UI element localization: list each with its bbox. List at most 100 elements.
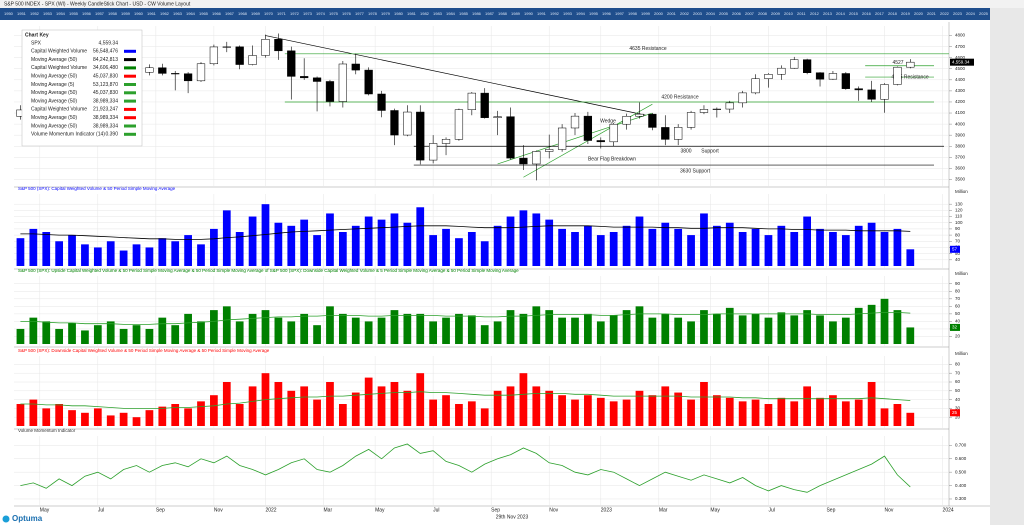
volume-bar <box>558 228 566 266</box>
x-tick-label: Jul <box>98 507 104 513</box>
volume-bar <box>248 216 257 266</box>
candle-body <box>171 73 180 75</box>
value-tag-label: 32 <box>952 325 958 330</box>
value-tag <box>950 245 960 253</box>
timeline-year: 1968 <box>238 11 248 16</box>
volume-bar <box>326 382 334 426</box>
timeline-year: 1993 <box>563 11 573 16</box>
volume-bar <box>841 401 850 426</box>
timeline-year: 2010 <box>784 11 794 16</box>
volume-bar <box>790 401 799 426</box>
volume-bar <box>403 390 412 426</box>
volume-bar <box>661 313 670 344</box>
volume-bar <box>571 399 579 426</box>
candle-body <box>841 73 850 89</box>
y-tick-label: 80 <box>955 232 961 237</box>
candle-body <box>454 109 464 140</box>
candle-body <box>403 111 412 136</box>
volume-bar <box>854 307 863 344</box>
volume-bar <box>738 232 747 266</box>
window-title: S&P 500 INDEX - SPX (WI) - Weekly Candle… <box>4 1 191 7</box>
volume-bar <box>429 321 438 344</box>
timeline-year: 1986 <box>472 11 482 16</box>
series-line <box>20 225 911 240</box>
volume-bar <box>519 373 528 426</box>
series-line <box>20 312 911 325</box>
annotation: Support <box>701 149 719 155</box>
volume-bar <box>29 317 38 344</box>
candle-body <box>325 81 335 102</box>
volume-bar <box>106 241 115 266</box>
volume-bar <box>867 382 876 426</box>
volume-bar <box>81 330 89 344</box>
y-tick-label: 4400 <box>955 77 966 82</box>
key-swatch <box>124 116 136 120</box>
volume-bar <box>854 225 863 266</box>
volume-bar <box>506 386 515 426</box>
y-tick-label: 40 <box>955 257 961 262</box>
candle-body <box>751 78 760 94</box>
candle-body <box>235 46 244 65</box>
y-tick-label: 3900 <box>955 132 966 137</box>
timeline-year: 2021 <box>927 11 937 16</box>
candle-body <box>854 88 863 91</box>
volume-bar <box>467 232 476 266</box>
y-tick-label: 50 <box>955 388 961 393</box>
price-tag <box>950 58 974 66</box>
timeline-strip <box>0 8 990 20</box>
timeline-year: 1974 <box>316 11 326 16</box>
timeline-year: 2024 <box>966 11 976 16</box>
volume-bar <box>106 321 115 344</box>
footer-date: 29th Nov 2023 <box>496 514 529 520</box>
volume-bar <box>558 395 566 426</box>
timeline-year: 2016 <box>862 11 872 16</box>
volume-bar <box>287 225 296 266</box>
volume-bar <box>622 399 631 426</box>
y-tick-label: 3600 <box>955 166 966 171</box>
candle-body <box>777 67 786 75</box>
volume-bar <box>532 306 541 344</box>
key-value: 4,559.34 <box>99 40 119 46</box>
candle-body <box>648 113 657 128</box>
timeline-year: 2017 <box>875 11 885 16</box>
volume-bar <box>184 313 192 344</box>
volume-bar <box>171 241 180 266</box>
candle-body <box>519 157 528 165</box>
volume-bar <box>906 249 915 266</box>
volume-bar <box>429 399 438 426</box>
volume-bar <box>16 238 25 266</box>
timeline-year: 2008 <box>758 11 768 16</box>
volume-bar <box>584 225 592 266</box>
volume-bar <box>571 317 579 344</box>
volume-bar <box>313 399 321 426</box>
candle-body <box>583 115 593 141</box>
volume-bar <box>364 321 373 344</box>
volume-bar <box>222 306 231 344</box>
timeline-year: 1988 <box>498 11 508 16</box>
volume-bar <box>777 225 786 266</box>
annotation: 3800 <box>680 149 691 155</box>
volume-bar <box>338 313 347 344</box>
volume-bar <box>622 225 631 266</box>
volume-bar <box>816 397 824 426</box>
timeline-year: 1982 <box>420 11 430 16</box>
x-tick-label: Mar <box>324 507 333 513</box>
volume-bar <box>81 244 89 266</box>
y-tick-label: 20 <box>955 334 961 339</box>
volume-bar <box>648 228 657 266</box>
timeline-year: 2006 <box>732 11 742 16</box>
volume-bar <box>829 395 837 426</box>
timeline-year: 1983 <box>433 11 443 16</box>
timeline-year: 1996 <box>602 11 612 16</box>
x-tick-label: May <box>375 507 385 513</box>
key-value: 38,989,334 <box>93 115 118 121</box>
volume-bar <box>403 313 412 344</box>
y-tick-label: 70 <box>955 296 961 301</box>
timeline-year: 1967 <box>225 11 235 16</box>
volume-bar <box>674 317 683 344</box>
candle-body <box>738 92 747 104</box>
candle-body <box>158 67 167 74</box>
volume-bar <box>55 404 64 426</box>
volume-bar <box>880 298 889 344</box>
volume-bar <box>480 408 489 426</box>
